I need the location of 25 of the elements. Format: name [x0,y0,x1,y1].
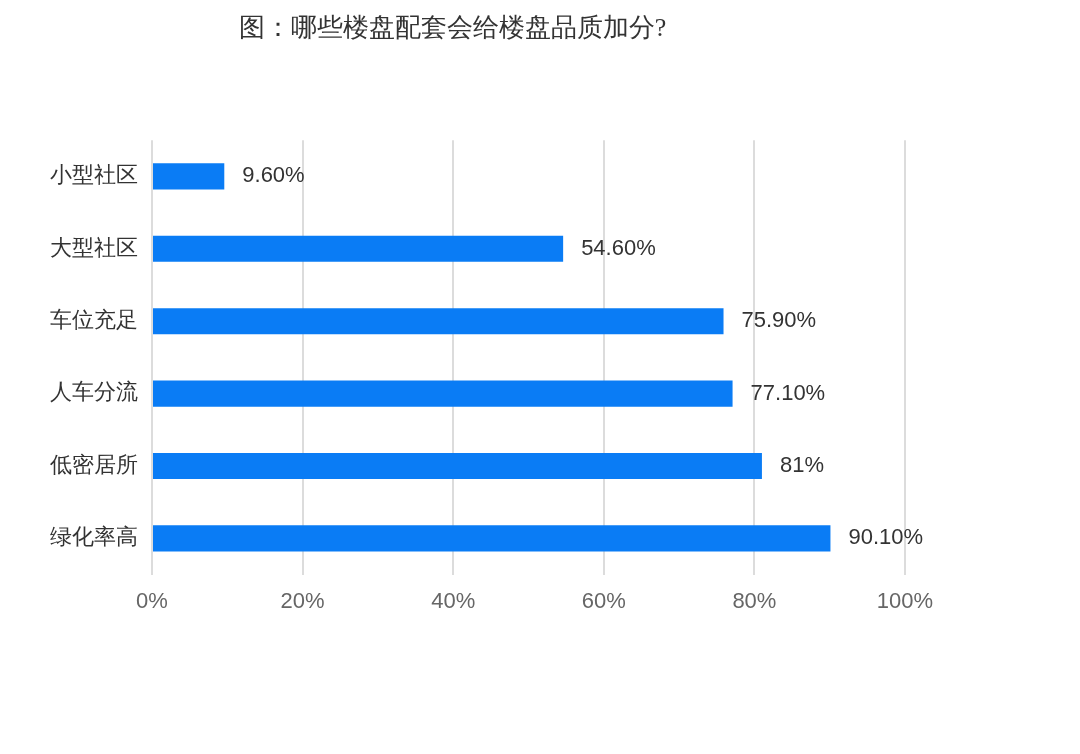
y-tick-label: 小型社区 [50,162,138,188]
bar [153,308,724,335]
y-tick-label: 大型社区 [50,234,138,260]
data-label: 90.10% [848,524,924,550]
y-tick-label: 绿化率高 [50,524,138,550]
bar [153,525,831,552]
data-label: 54.60% [581,234,656,260]
x-tick-label: 80% [732,587,777,613]
y-tick-label: 低密居所 [50,451,138,477]
x-tick-label: 0% [136,587,168,613]
bar [153,235,564,262]
data-label: 9.60% [242,162,305,188]
bar [153,380,733,407]
x-tick-label: 40% [431,587,476,613]
x-tick-label: 60% [581,587,626,613]
chart-title: 图：哪些楼盘配套会给楼盘品质加分? [238,13,667,43]
data-label: 77.10% [750,379,826,405]
y-tick-label: 人车分流 [50,379,138,405]
x-tick-label: 20% [280,587,325,613]
y-tick-label: 车位充足 [50,306,138,332]
bar [153,452,762,480]
bar [153,163,225,190]
x-tick-label: 100% [876,587,934,613]
data-label: 75.90% [741,307,817,333]
data-label: 81% [779,452,824,478]
